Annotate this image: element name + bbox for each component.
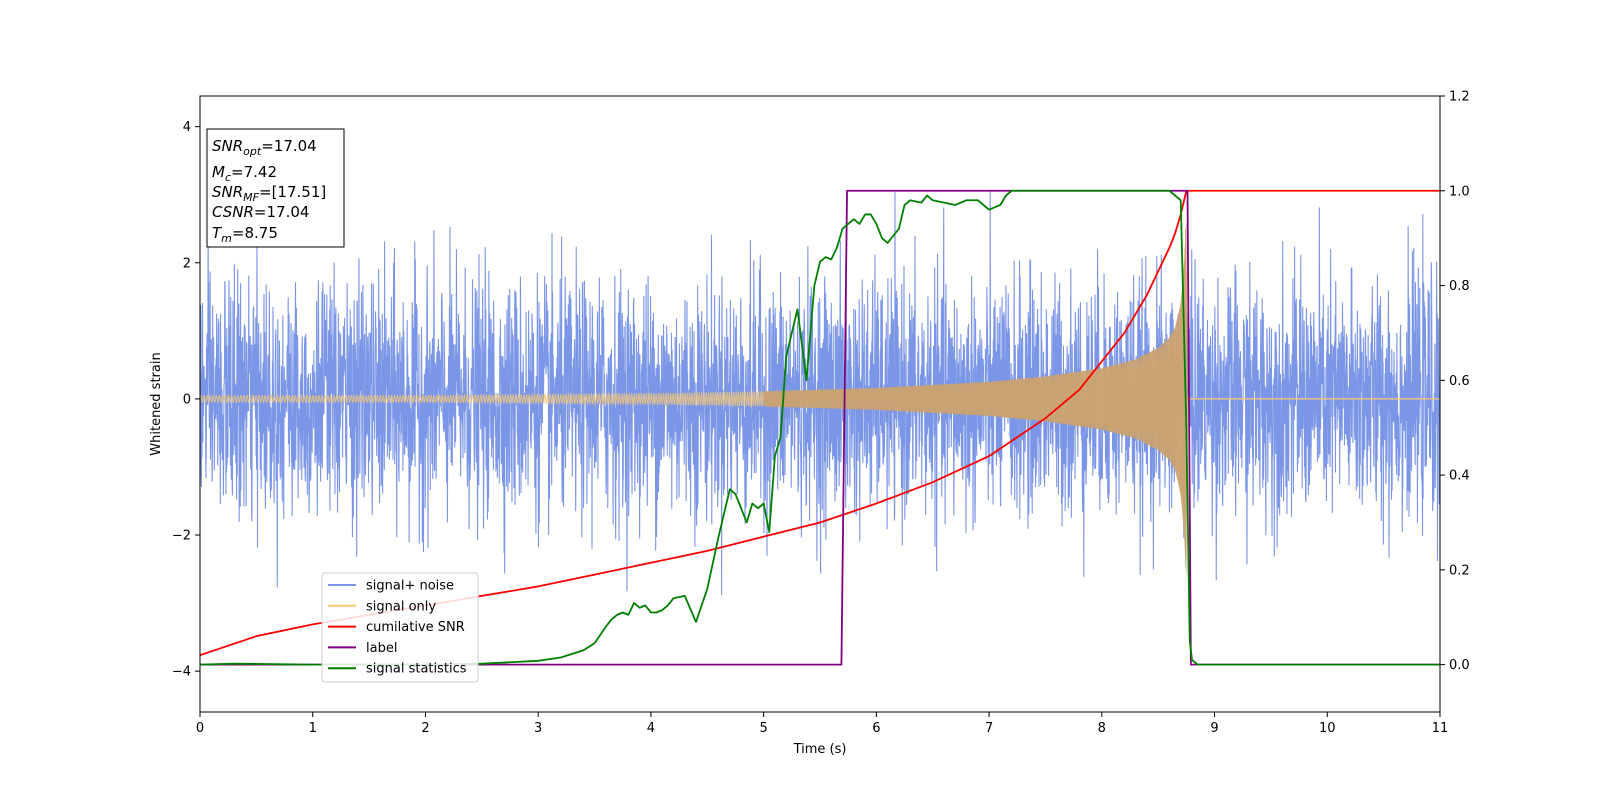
stats-annotation-box: SNRopt=17.04 Mc=7.42SNRMF=[17.51]CSNR=17.… <box>206 128 345 248</box>
y-left-tick-label: −2 <box>172 529 191 544</box>
y-right-tick-label: 0.8 <box>1449 279 1470 294</box>
y-right-tick-label: 0.4 <box>1449 469 1470 484</box>
x-tick-label: 4 <box>647 721 655 736</box>
x-tick-label: 0 <box>196 721 204 736</box>
y-left-tick-label: 2 <box>183 256 191 271</box>
legend-label: signal statistics <box>366 662 467 677</box>
series-signal-plus-noise <box>200 191 1440 596</box>
annotation-line: CSNR=17.04 <box>212 203 309 221</box>
annotation-line: Tm=8.75 <box>212 224 278 245</box>
x-tick-label: 8 <box>1098 721 1106 736</box>
x-tick-label: 1 <box>309 721 317 736</box>
plot-frame <box>199 95 1441 713</box>
legend-label: label <box>366 641 397 656</box>
legend-label: signal+ noise <box>366 579 454 594</box>
x-tick-label: 2 <box>421 721 429 736</box>
x-tick-label: 5 <box>759 721 767 736</box>
y-right-tick-label: 0.6 <box>1449 374 1470 389</box>
annotation-line: SNRMF=[17.51] <box>212 183 326 204</box>
annotation-line: Mc=7.42 <box>212 163 277 184</box>
legend-label: cumilative SNR <box>366 620 465 635</box>
y-axis-label-left: Whitened strain <box>149 352 164 455</box>
y-left-tick-label: 4 <box>183 120 191 135</box>
y-left-tick-label: −4 <box>172 665 191 680</box>
y-left-tick-label: 0 <box>183 392 191 407</box>
y-right-tick-label: 1.2 <box>1449 90 1470 105</box>
x-tick-label: 3 <box>534 721 542 736</box>
x-tick-label: 7 <box>985 721 993 736</box>
x-tick-label: 11 <box>1432 721 1449 736</box>
legend: signal+ noise signal only cumilative SNR la… <box>321 572 479 683</box>
x-tick-label: 9 <box>1210 721 1218 736</box>
signal-only-envelope <box>763 219 1188 579</box>
axes: 0 1 2 3 4 5 6 7 8 9 10 11 −4 −2 0 2 4 0.0 0.2 0.4 0.6 0.8 1.0 1… <box>172 90 1470 737</box>
y-right-tick-label: 0.0 <box>1449 658 1470 673</box>
x-tick-label: 10 <box>1319 721 1336 736</box>
annotation-frame <box>206 128 345 248</box>
x-tick-label: 6 <box>872 721 880 736</box>
y-right-tick-label: 1.0 <box>1449 184 1470 199</box>
legend-frame <box>321 572 479 683</box>
legend-label: signal only <box>366 599 436 614</box>
annotation-line: SNRopt=17.04 <box>212 137 317 158</box>
x-axis-label: Time (s) <box>793 742 847 757</box>
series-signal-statistics <box>200 189 1440 666</box>
y-right-tick-label: 0.2 <box>1449 563 1470 578</box>
